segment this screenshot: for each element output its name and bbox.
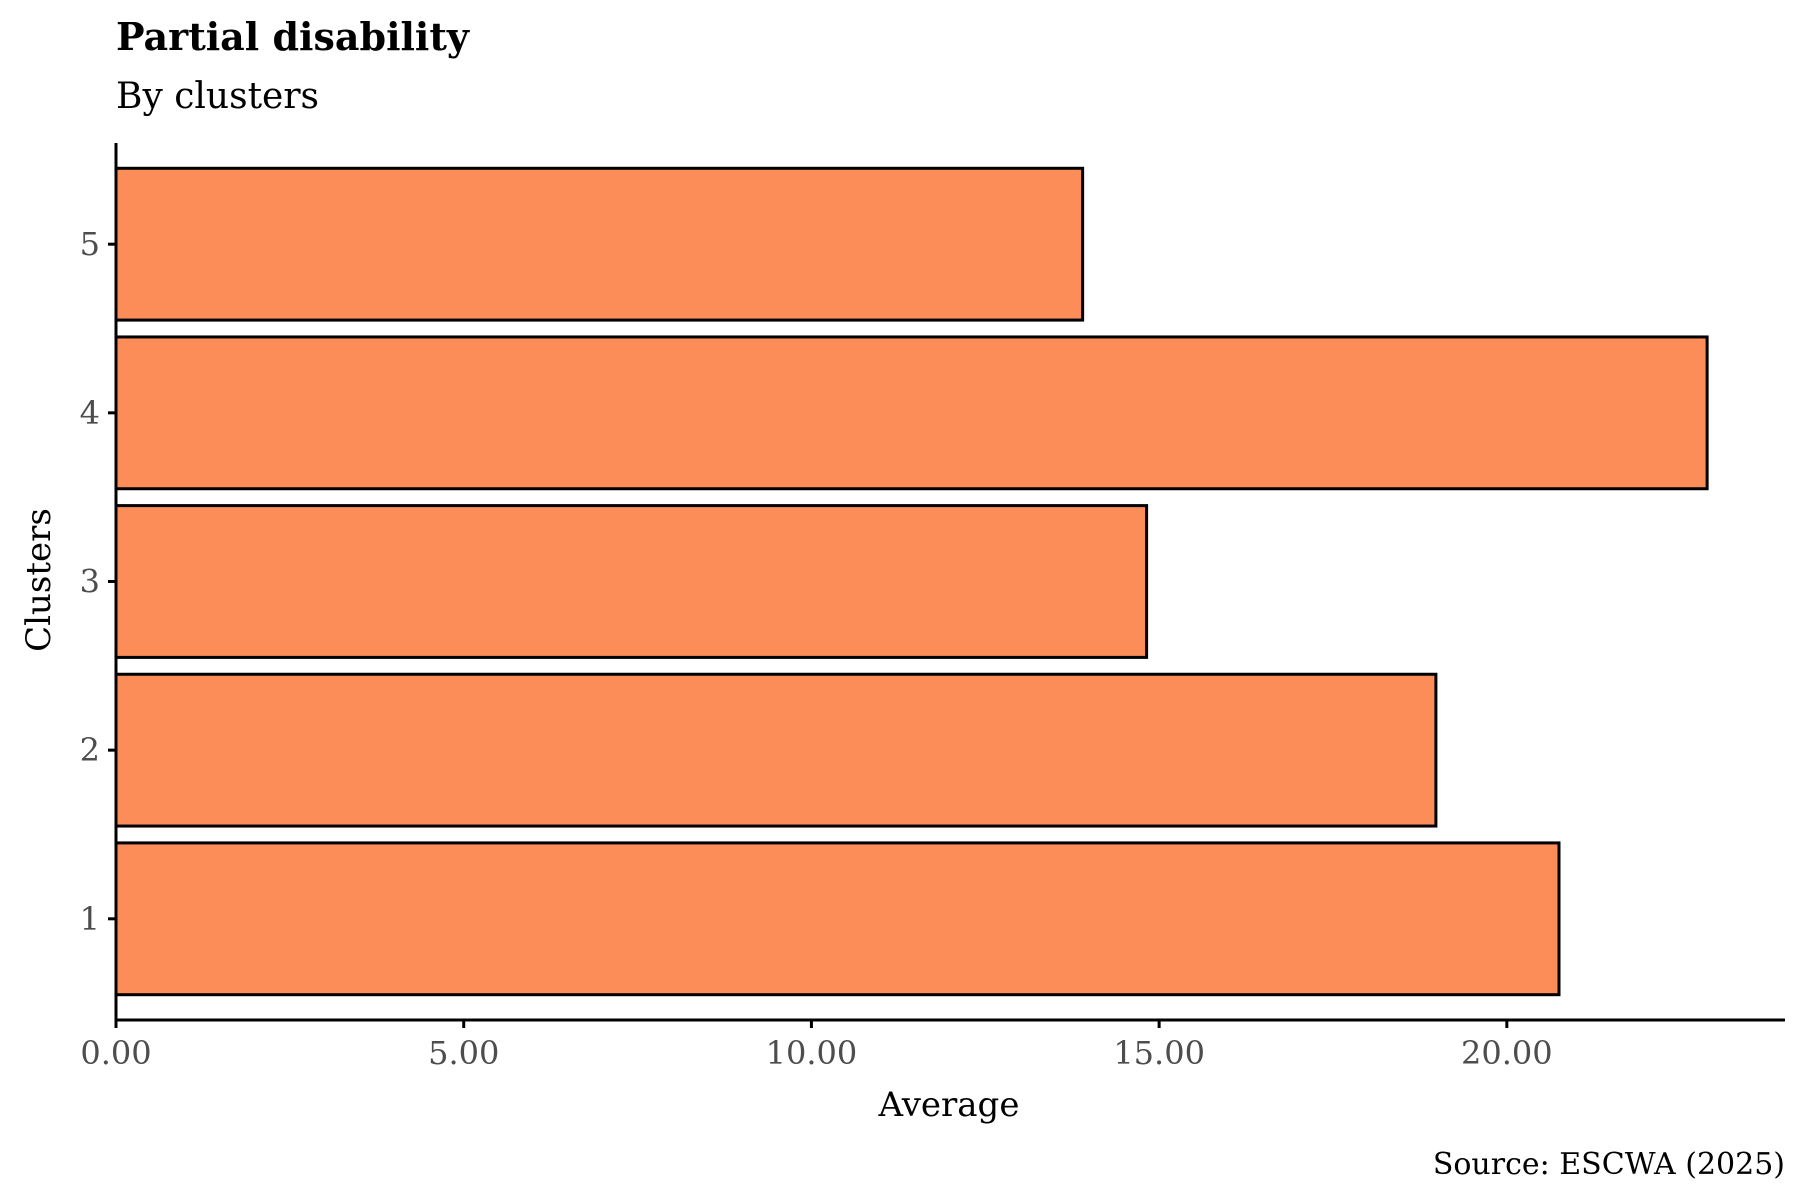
x-tick-label: 5.00 <box>428 1034 499 1072</box>
bar-cluster-4 <box>114 335 1709 491</box>
y-tick-label: 3 <box>80 563 100 601</box>
y-tick-label: 5 <box>80 225 100 263</box>
y-axis-title: Clusters <box>19 508 59 652</box>
x-axis-ticks: 0.00 5.00 10.00 15.00 20.00 <box>80 1020 1553 1072</box>
x-tick-label: 0.00 <box>80 1034 151 1072</box>
bar-cluster-1 <box>114 841 1561 997</box>
y-tick-label: 4 <box>80 394 100 432</box>
bar-cluster-5 <box>114 166 1085 322</box>
x-tick-label: 15.00 <box>1113 1034 1205 1072</box>
chart-subtitle: By clusters <box>116 76 319 117</box>
chart-title: Partial disability <box>116 14 470 59</box>
chart-caption: Source: ESCWA (2025) <box>1433 1147 1785 1182</box>
bars-group <box>114 166 1709 997</box>
x-axis-title: Average <box>878 1085 1020 1125</box>
x-tick-label: 10.00 <box>766 1034 858 1072</box>
bar-cluster-2 <box>114 672 1438 828</box>
x-tick-label: 20.00 <box>1461 1034 1553 1072</box>
bar-cluster-3 <box>114 504 1149 659</box>
y-axis-ticks: 1 2 3 4 5 <box>80 225 116 938</box>
y-tick-label: 1 <box>80 900 100 938</box>
y-tick-label: 2 <box>80 731 100 769</box>
